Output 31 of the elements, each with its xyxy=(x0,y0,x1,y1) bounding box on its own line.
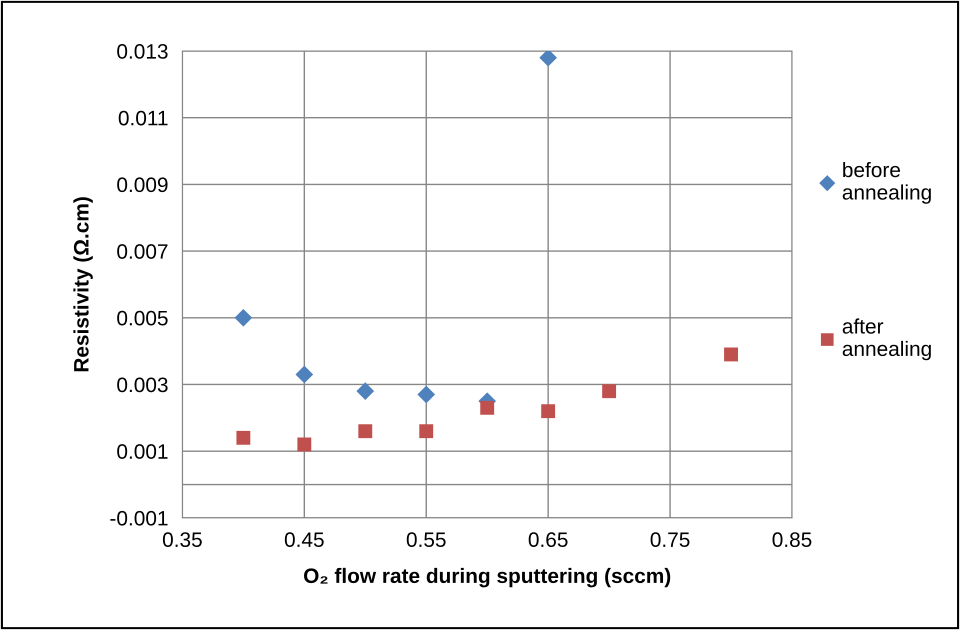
x-tick-label: 0.85 xyxy=(772,532,812,548)
y-tick-label: 0.013 xyxy=(117,44,168,59)
point xyxy=(236,430,250,445)
legend-label: before annealing xyxy=(842,162,931,204)
y-tick-label: 0.001 xyxy=(117,444,168,459)
y-tick-label: 0.005 xyxy=(117,310,168,326)
x-tick-label: 0.45 xyxy=(284,532,324,548)
point xyxy=(541,404,556,418)
y-tick-label: 0.009 xyxy=(117,177,168,192)
x-tick-label: 0.75 xyxy=(650,532,690,548)
point xyxy=(297,438,312,452)
y-tick-label: 0.003 xyxy=(117,377,168,392)
point xyxy=(356,382,374,400)
point xyxy=(358,424,372,438)
point xyxy=(480,400,494,415)
point xyxy=(296,366,313,384)
y-tick-label: 0.011 xyxy=(118,110,168,126)
y-axis-title: Resistivity (Ω.cm) xyxy=(73,197,93,372)
x-tick-label: 0.35 xyxy=(162,532,202,548)
point xyxy=(418,386,435,404)
point xyxy=(234,309,252,326)
point xyxy=(602,384,616,398)
point xyxy=(540,51,557,66)
point xyxy=(419,424,434,438)
x-axis-title: O₂ flow rate during sputtering (sccm) xyxy=(304,568,670,588)
x-tick-label: 0.55 xyxy=(406,532,446,548)
point xyxy=(724,348,738,362)
legend-label: after annealing xyxy=(842,318,931,360)
x-tick-label: 0.65 xyxy=(528,532,568,548)
y-tick-label: 0.007 xyxy=(117,244,168,259)
y-tick-label: -0.001 xyxy=(110,510,168,526)
